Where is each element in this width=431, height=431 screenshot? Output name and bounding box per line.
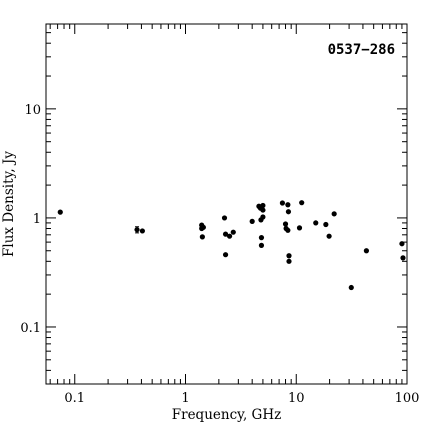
data-point bbox=[363, 248, 370, 254]
ticks bbox=[46, 23, 408, 385]
data-point bbox=[222, 252, 229, 258]
y-axis-label: Flux Density, Jy bbox=[1, 151, 17, 257]
data-point bbox=[249, 218, 255, 224]
x-axis-label: Frequency, GHz bbox=[172, 407, 281, 423]
y-tick-label: 1 bbox=[33, 212, 41, 227]
data-point bbox=[222, 231, 229, 237]
tick-labels: 0.1 1 10 100 0.1 1 10 bbox=[20, 103, 419, 406]
data-point bbox=[134, 227, 140, 233]
data-point bbox=[200, 224, 206, 230]
data-point bbox=[286, 258, 292, 264]
x-tick-label: 1 bbox=[181, 391, 189, 406]
x-tick-label: 100 bbox=[395, 391, 420, 406]
data-point bbox=[221, 215, 228, 221]
data-point bbox=[323, 221, 329, 228]
data-point bbox=[279, 200, 286, 206]
data-point bbox=[139, 228, 145, 234]
data-point bbox=[230, 229, 236, 235]
data-point bbox=[226, 233, 233, 239]
data-point bbox=[348, 284, 354, 291]
data-point bbox=[285, 227, 291, 233]
data-point bbox=[285, 209, 292, 215]
data-point bbox=[296, 225, 303, 231]
x-tick-label: 10 bbox=[288, 391, 305, 406]
data-point bbox=[331, 211, 337, 217]
data-point bbox=[199, 234, 205, 240]
data-point bbox=[285, 202, 291, 208]
data-point bbox=[313, 220, 319, 226]
plot-frame bbox=[45, 23, 408, 385]
data-points bbox=[57, 200, 406, 291]
data-point bbox=[299, 200, 305, 206]
data-point bbox=[286, 253, 292, 259]
chart-title: 0537−286 bbox=[328, 42, 395, 58]
data-point bbox=[260, 207, 266, 213]
data-point bbox=[282, 221, 289, 227]
data-point bbox=[326, 233, 332, 239]
data-point bbox=[258, 234, 265, 241]
data-point bbox=[400, 255, 406, 261]
x-tick-label: 0.1 bbox=[64, 391, 85, 406]
data-point bbox=[260, 214, 266, 220]
y-tick-label: 0.1 bbox=[20, 321, 41, 336]
y-tick-label: 10 bbox=[24, 103, 41, 118]
data-point bbox=[258, 242, 265, 248]
data-point bbox=[260, 202, 266, 209]
data-point bbox=[399, 241, 405, 247]
data-point bbox=[57, 209, 63, 215]
